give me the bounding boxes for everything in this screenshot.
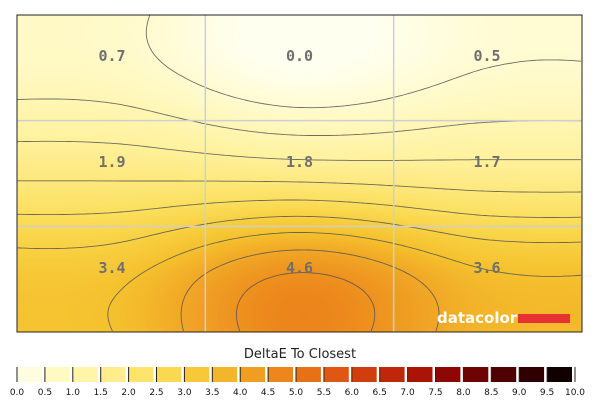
colorbar-tick-label: 3.5 [205,388,219,398]
cell-value-label: 1.7 [473,153,500,171]
contour-line [17,180,582,193]
cell-value-label: 1.9 [98,153,125,171]
cell-value-label: 3.4 [98,259,125,277]
colorbar-tick-label: 0.5 [38,388,52,398]
colorbar-swatch [547,367,572,382]
contour-line [180,249,440,332]
heatmap-plot-area [17,15,582,332]
colorbar-swatch [72,367,98,382]
colorbar-tick-label: 2.5 [149,388,163,398]
datacolor-logo: datacolor [437,309,570,327]
datacolor-logo-text: datacolor [437,309,518,327]
colorbar-tick-label: 6.0 [345,388,360,398]
cell-value-label: 1.8 [286,153,313,171]
colorbar-swatch [463,367,489,382]
colorbar-swatch [407,367,433,382]
colorbar-swatch [379,367,405,382]
colorbar-tick-label: 1.0 [66,388,81,398]
cell-value-label: 3.6 [473,259,500,277]
contour-line [17,215,582,250]
colorbar-swatch [491,367,517,382]
colorbar-title: DeltaE To Closest [244,347,356,362]
grid-lines [17,15,582,332]
colorbar-swatch [351,367,377,382]
colorbar-tick-label: 4.0 [233,388,248,398]
cell-value-labels: 0.7 0.0 0.5 1.9 1.8 1.7 3.4 4.6 3.6 [98,47,500,277]
colorbar-tick-label: 5.0 [289,388,304,398]
cell-value-label: 0.5 [473,47,500,65]
colorbar-swatch [44,367,70,382]
colorbar-swatch [323,367,349,382]
colorbar-swatch [17,367,42,382]
colorbar-tick-label: 9.5 [540,388,554,398]
colorbar-tick-label: 8.5 [484,388,498,398]
cell-value-label: 0.7 [98,47,125,65]
colorbar-tick-label: 9.0 [512,388,527,398]
colorbar-tick-label: 7.0 [400,388,415,398]
colorbar-swatch [435,367,461,382]
cell-value-label: 4.6 [286,259,313,277]
contour-line [107,232,582,332]
colorbar-swatch [156,367,182,382]
colorbar-tick-label: 4.5 [261,388,275,398]
cell-value-label: 0.0 [286,47,313,65]
colorbar-swatch [100,367,126,382]
colorbar-swatch [296,367,321,382]
colorbar-tick-label: 5.5 [317,388,331,398]
colorbar-tick-label: 8.0 [456,388,471,398]
colorbar-tick-label: 1.5 [94,388,108,398]
colorbar-tick-label: 6.5 [373,388,387,398]
colorbar-swatch [212,367,238,382]
colorbar-tick-label: 2.0 [121,388,136,398]
plot-frame [16,14,583,333]
datacolor-logo-bar [518,314,570,323]
contour-line [235,272,376,332]
colorbar-tick-label: 7.5 [428,388,442,398]
colorbar-swatch [184,367,210,382]
contour-line [17,140,581,161]
colorbar-swatch [128,367,154,382]
colorbar-swatch [268,367,293,382]
colorbar-tick-label: 0.0 [10,388,25,398]
colorbar: 0.0 0.5 1.0 1.5 2.0 2.5 3.0 3.5 4.0 4.5 5.0 5.5 6.0 6… [10,367,585,398]
colorbar-tick-label: 10.0 [565,388,585,398]
contour-line [17,199,582,218]
colorbar-swatch [240,367,266,382]
colorbar-swatch [519,367,545,382]
contour-line [145,15,582,109]
colorbar-tick-label: 3.0 [177,388,192,398]
